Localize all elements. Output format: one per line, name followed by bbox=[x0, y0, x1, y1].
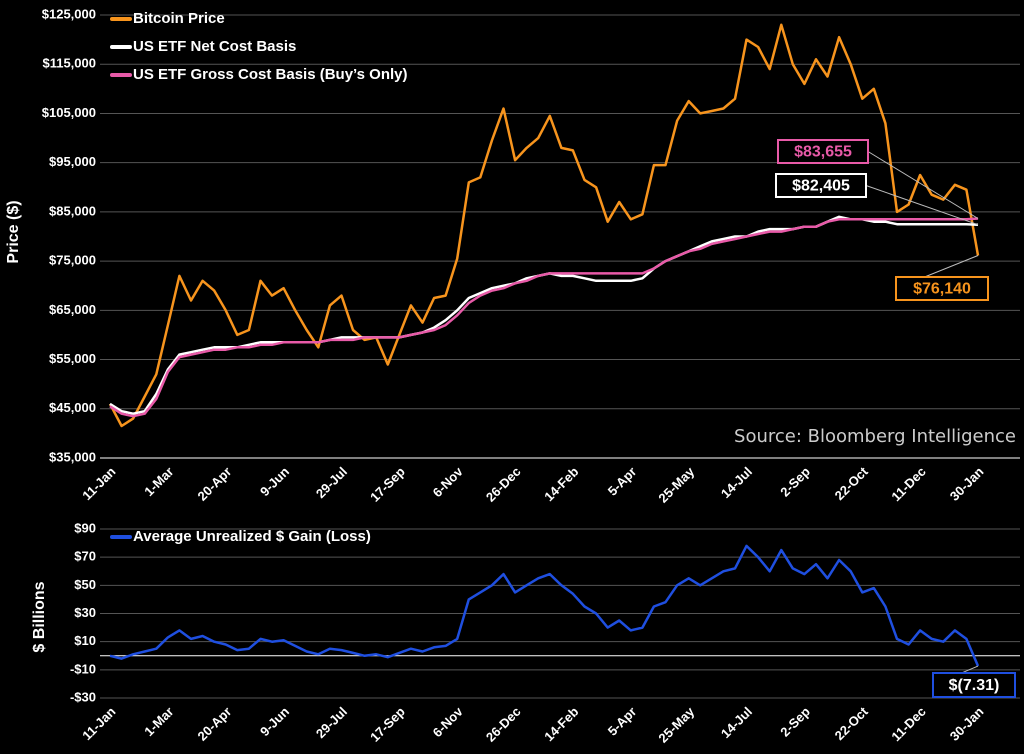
data-line bbox=[109, 217, 979, 418]
value-label-box bbox=[777, 139, 869, 164]
legend-label: US ETF Net Cost Basis bbox=[133, 38, 296, 55]
y-tick-label: $95,000 bbox=[49, 154, 96, 169]
value-label: $(7.31) bbox=[949, 677, 1000, 694]
y-axis-label: $ Billions bbox=[31, 581, 48, 652]
legend-label: US ETF Gross Cost Basis (Buy’s Only) bbox=[133, 66, 408, 83]
y-tick-label: $55,000 bbox=[49, 351, 96, 366]
y-tick-label: -$10 bbox=[70, 661, 96, 676]
value-label-box bbox=[932, 672, 1016, 698]
legend-label: Average Unrealized $ Gain (Loss) bbox=[133, 528, 371, 545]
y-tick-label: $85,000 bbox=[49, 203, 96, 218]
data-line bbox=[109, 544, 980, 667]
value-label-box bbox=[775, 173, 867, 198]
value-label: $82,405 bbox=[792, 178, 850, 195]
y-tick-label: $45,000 bbox=[49, 400, 96, 415]
y-tick-label: $35,000 bbox=[49, 449, 96, 464]
y-tick-label: $65,000 bbox=[49, 302, 96, 317]
value-label: $76,140 bbox=[913, 281, 971, 298]
value-label-box bbox=[895, 276, 989, 301]
source-note: Source: Bloomberg Intelligence bbox=[734, 426, 1016, 447]
value-label: $83,655 bbox=[794, 144, 852, 161]
leader-line bbox=[865, 185, 979, 226]
y-tick-label: $30 bbox=[74, 605, 96, 620]
y-tick-label: -$30 bbox=[70, 689, 96, 704]
y-tick-label: $115,000 bbox=[42, 56, 96, 71]
y-tick-label: $10 bbox=[74, 633, 96, 648]
y-tick-label: $105,000 bbox=[42, 105, 96, 120]
data-line bbox=[108, 23, 980, 428]
y-tick-label: $125,000 bbox=[42, 6, 96, 21]
legend-label: Bitcoin Price bbox=[133, 10, 225, 27]
y-tick-label: $90 bbox=[74, 520, 96, 535]
leader-line bbox=[867, 151, 979, 219]
y-tick-label: $75,000 bbox=[49, 253, 96, 268]
y-axis-label: Price ($) bbox=[5, 200, 22, 263]
y-tick-label: $70 bbox=[74, 549, 96, 564]
y-tick-label: $50 bbox=[74, 577, 96, 592]
